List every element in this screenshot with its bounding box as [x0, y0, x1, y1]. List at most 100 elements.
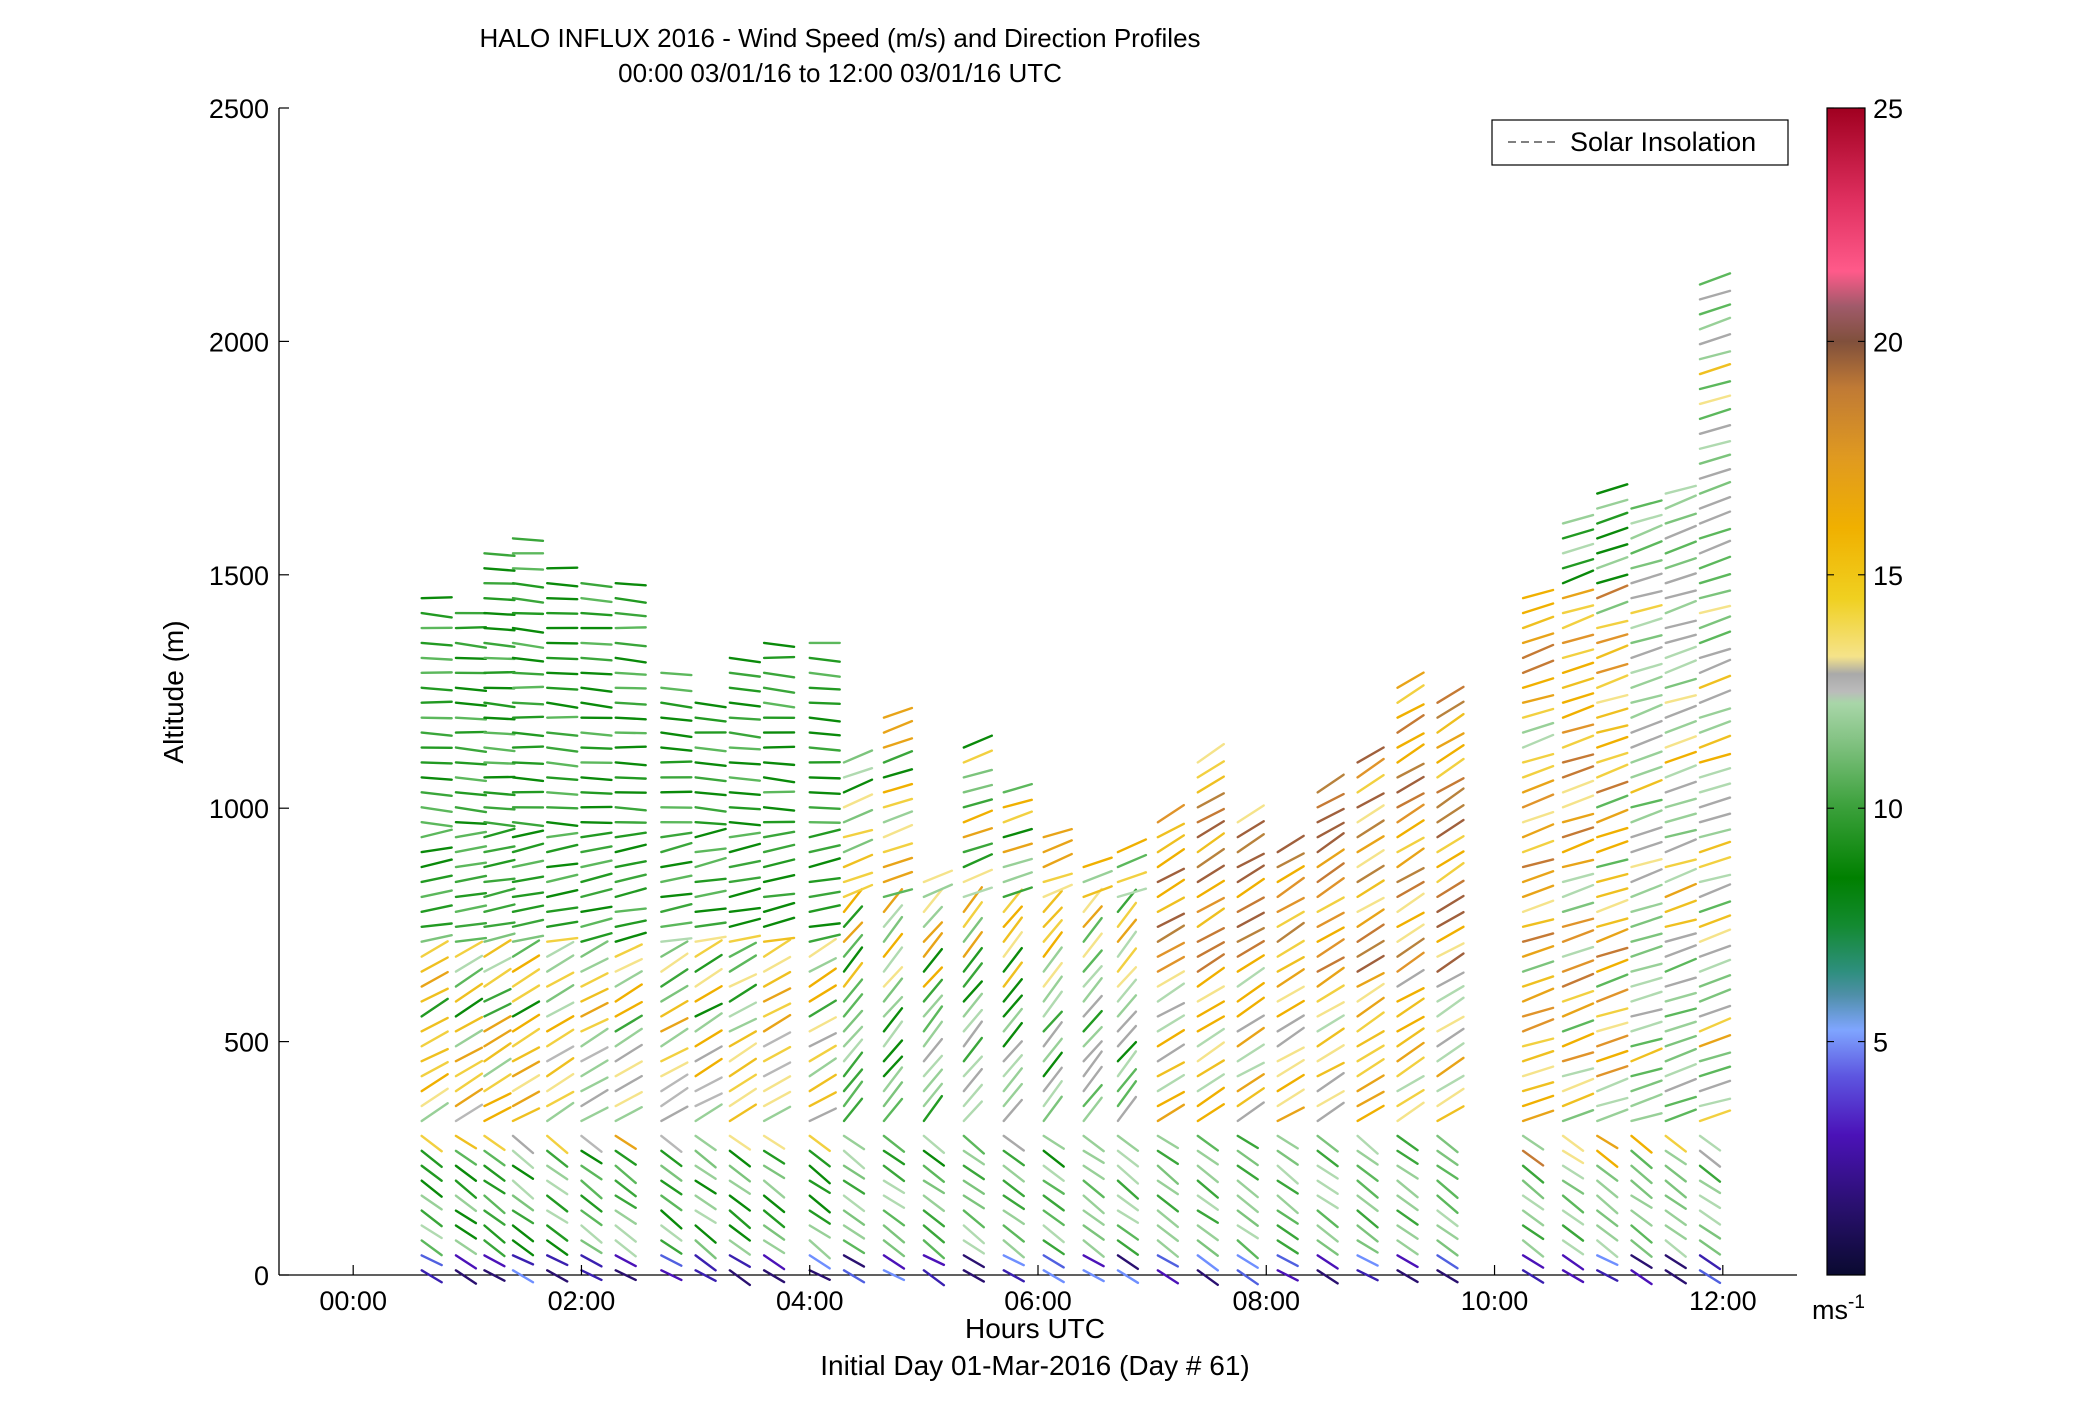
- wind-barb: [1196, 807, 1225, 824]
- wind-barb: [420, 806, 453, 814]
- wind-barb: [420, 761, 453, 765]
- wind-barb: [1561, 1164, 1585, 1180]
- wind-barb: [1630, 634, 1663, 645]
- wind-barb: [1002, 1082, 1023, 1108]
- wind-barb: [922, 1037, 944, 1063]
- wind-barb: [454, 940, 484, 958]
- wind-barb: [1521, 1224, 1545, 1241]
- wind-barb: [1436, 804, 1465, 824]
- wind-barb: [580, 791, 613, 795]
- wind-barb: [1698, 720, 1732, 734]
- wind-barb: [1561, 872, 1595, 884]
- wind-barb: [420, 611, 453, 619]
- wind-barb: [842, 946, 864, 973]
- wind-barb: [580, 940, 609, 958]
- wind-barb: [882, 1055, 904, 1078]
- wind-barb: [1698, 289, 1732, 301]
- wind-barb: [420, 940, 449, 958]
- wind-barb: [1521, 1006, 1555, 1018]
- wind-barb: [546, 761, 579, 768]
- wind-barb: [511, 582, 545, 589]
- wind-barb: [728, 983, 758, 1003]
- wind-barb: [694, 1149, 717, 1169]
- wind-barb: [1196, 760, 1225, 779]
- wind-barb: [1116, 853, 1148, 869]
- wind-barb: [882, 1164, 906, 1183]
- wind-barb: [1521, 694, 1555, 704]
- wind-barb: [1596, 1007, 1629, 1018]
- wind-barb: [1116, 1040, 1138, 1063]
- wind-barb: [546, 715, 579, 719]
- wind-barb: [1698, 1097, 1732, 1108]
- wind-barb: [483, 877, 516, 884]
- wind-barb: [1276, 1224, 1299, 1241]
- wind-barb: [1042, 919, 1063, 943]
- wind-barb: [882, 1179, 906, 1195]
- wind-barb: [660, 940, 689, 958]
- wind-barb: [808, 937, 837, 958]
- wind-barb: [962, 1067, 984, 1093]
- wind-barb: [1596, 751, 1629, 764]
- wind-barb: [614, 919, 647, 928]
- wind-barb: [1664, 494, 1697, 510]
- wind-barb: [882, 977, 904, 1003]
- wind-barb: [660, 671, 693, 677]
- wind-barb: [1521, 752, 1555, 764]
- wind-barb: [1082, 1040, 1103, 1063]
- wind-barb: [511, 968, 541, 988]
- wind-barb: [808, 1254, 831, 1270]
- wind-barb: [1664, 645, 1697, 660]
- wind-barb: [1521, 823, 1555, 839]
- wind-barb: [546, 1179, 569, 1196]
- wind-barb: [1630, 646, 1663, 660]
- wind-barb: [483, 1224, 506, 1244]
- wind-barb: [728, 1134, 752, 1151]
- wind-barb: [1196, 1000, 1225, 1018]
- wind-barb: [1630, 1179, 1653, 1200]
- wind-barb: [762, 1209, 786, 1229]
- wind-barb: [1236, 1239, 1259, 1260]
- wind-barb: [660, 903, 693, 914]
- wind-barb: [728, 791, 762, 796]
- wind-barb: [483, 670, 516, 675]
- wind-barb: [1596, 988, 1629, 1003]
- wind-barb: [1116, 838, 1148, 854]
- wind-barb: [762, 671, 796, 679]
- wind-barb: [922, 1269, 946, 1287]
- wind-barb: [1396, 1134, 1419, 1152]
- wind-barb: [580, 1134, 603, 1153]
- wind-barb: [546, 1072, 575, 1093]
- x-axis-label: Hours UTC: [965, 1313, 1105, 1344]
- wind-barb: [1116, 918, 1138, 943]
- wind-barb: [728, 1017, 758, 1033]
- wind-barb: [1042, 852, 1073, 869]
- wind-barb: [882, 1209, 906, 1227]
- wind-barb: [1698, 658, 1732, 675]
- wind-barb: [1082, 1083, 1103, 1108]
- wind-barb: [1116, 1080, 1138, 1108]
- wind-barb: [1521, 615, 1555, 630]
- wind-barb: [1396, 1088, 1425, 1108]
- wind-barb: [1698, 707, 1732, 719]
- wind-barb: [1042, 906, 1063, 928]
- wind-barb: [1156, 1209, 1180, 1229]
- wind-barb: [808, 1179, 831, 1195]
- wind-barb: [1196, 985, 1225, 1003]
- wind-barb: [1630, 857, 1663, 869]
- colorbar-tick-label: 25: [1873, 94, 1903, 124]
- wind-barb: [1002, 810, 1033, 824]
- wind-barb: [728, 954, 758, 973]
- wind-barb: [1082, 1269, 1105, 1283]
- wind-barb: [1276, 939, 1305, 958]
- wind-barb: [842, 808, 874, 824]
- wind-barb: [483, 1042, 512, 1063]
- wind-barb: [842, 778, 874, 794]
- wind-barb: [614, 931, 647, 943]
- wind-barb: [1561, 1239, 1585, 1256]
- wind-barb: [1156, 912, 1186, 928]
- wind-barb: [1196, 1073, 1225, 1093]
- wind-barb: [1561, 1179, 1585, 1195]
- wind-barb: [546, 873, 579, 884]
- wind-barb: [808, 904, 841, 914]
- wind-barb: [1664, 704, 1697, 719]
